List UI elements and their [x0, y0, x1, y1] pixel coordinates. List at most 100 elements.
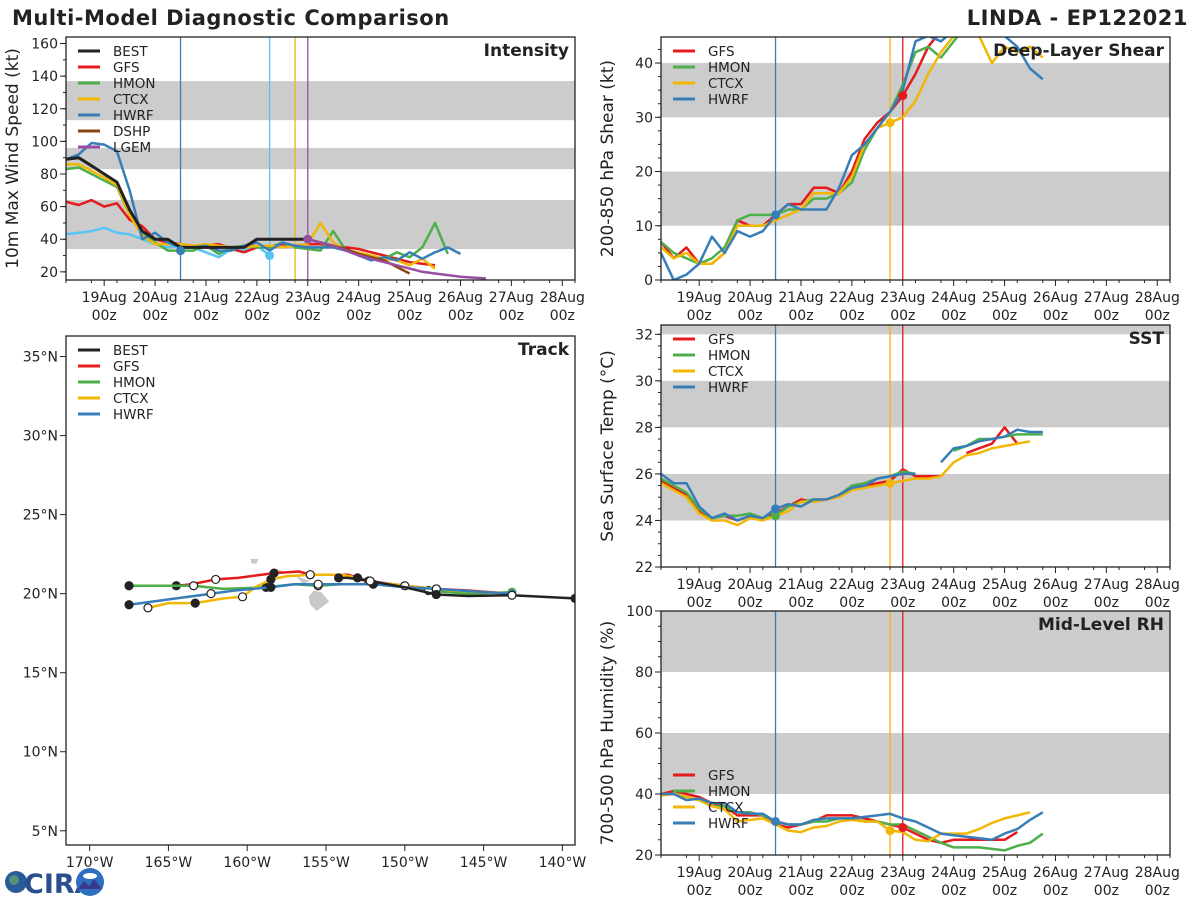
legend-item-gfs: GFS: [673, 44, 735, 60]
threshold-band: [661, 473, 1170, 521]
x-tick-day: 24Aug: [336, 290, 381, 306]
legend-item-hmon: HMON: [673, 784, 751, 800]
panel-title: Intensity: [484, 41, 569, 61]
init-marker: [885, 826, 895, 836]
x-tick-day: 22Aug: [829, 290, 874, 306]
x-tick-hour: 00z: [890, 883, 915, 899]
x-tick-day: 23Aug: [880, 290, 925, 306]
x-tick-hour: 00z: [788, 595, 813, 611]
x-tick-hour: 00z: [1043, 595, 1068, 611]
x-tick-day: 26Aug: [1033, 290, 1078, 306]
init-marker: [898, 823, 908, 833]
x-tick-hour: 00z: [737, 883, 762, 899]
legend-item-ctcx: CTCX: [673, 364, 744, 380]
track-point-marker: [266, 582, 276, 592]
init-marker: [265, 251, 275, 261]
y-tick-label: 30: [635, 374, 653, 390]
x-tick-day: 27Aug: [1084, 577, 1129, 593]
panel-title: Mid-Level RH: [1038, 615, 1164, 635]
legend-item-hwrf: HWRF: [78, 108, 154, 124]
x-tick-hour: 00z: [499, 308, 524, 324]
track-point-marker: [431, 589, 441, 600]
legend-item-ctcx: CTCX: [673, 800, 744, 816]
track-point-marker: [365, 576, 375, 586]
legend-item-lgem: LGEM: [78, 140, 151, 156]
x-tick-hour: 00z: [1145, 308, 1170, 324]
init-marker: [885, 478, 895, 488]
axes-frame: [65, 335, 576, 846]
y-tick-label: 120: [31, 102, 58, 118]
series-line-hmon: [661, 37, 959, 265]
x-tick-hour: 00z: [941, 308, 966, 324]
y-axis-label: Sea Surface Temp (°C): [598, 350, 618, 542]
legend-label: CTCX: [113, 391, 149, 407]
init-marker: [771, 210, 781, 220]
y-tick-label: 80: [40, 167, 58, 183]
legend-item-best: BEST: [78, 44, 148, 60]
x-tick-day: 22Aug: [829, 865, 874, 881]
track-point-marker: [266, 574, 276, 585]
x-tick-day: 24Aug: [931, 865, 976, 881]
x-tick-day: 19Aug: [677, 290, 722, 306]
track-point-marker: [237, 592, 248, 602]
x-tick-hour: 00z: [687, 308, 712, 324]
y-axis-label: 200-850 hPa Shear (kt): [598, 60, 618, 257]
storm-id: LINDA - EP122021: [967, 6, 1188, 30]
x-tick-hour: 00z: [1145, 595, 1170, 611]
plot-area: [661, 37, 1170, 280]
lon-tick-label: 140°W: [539, 855, 587, 871]
x-tick-day: 28Aug: [1135, 577, 1180, 593]
threshold-band: [661, 611, 1170, 672]
threshold-band: [66, 81, 575, 121]
plot-area: [66, 37, 575, 280]
x-tick-day: 20Aug: [727, 577, 772, 593]
x-tick-day: 22Aug: [234, 290, 279, 306]
y-tick-label: 100: [31, 134, 58, 150]
x-tick-day: 25Aug: [387, 290, 432, 306]
track-point-marker: [190, 598, 200, 608]
track-point-marker: [206, 589, 216, 599]
y-tick-label: 40: [635, 787, 653, 803]
lon-tick-label: 160°W: [223, 855, 271, 871]
plot-area: [661, 325, 1170, 567]
legend-item-hwrf: HWRF: [673, 380, 749, 396]
x-tick-day: 24Aug: [931, 290, 976, 306]
init-marker: [771, 504, 781, 514]
x-tick-hour: 00z: [839, 308, 864, 324]
track-start-marker: [570, 593, 575, 603]
panel-shear: 0 10 20 30 40 19Aug 00z 20Aug 00z 21Aug 00z 22Aug 00…: [598, 36, 1180, 324]
x-tick-day: 20Aug: [727, 865, 772, 881]
x-tick-hour: 00z: [1145, 883, 1170, 899]
legend-item-hwrf: HWRF: [78, 407, 154, 423]
legend-item-hwrf: HWRF: [673, 816, 749, 832]
x-tick-hour: 00z: [142, 308, 167, 324]
legend-label: HMON: [708, 348, 751, 364]
x-tick-day: 23Aug: [880, 577, 925, 593]
init-marker: [303, 234, 313, 244]
x-tick-hour: 00z: [890, 308, 915, 324]
track-point-marker: [313, 579, 323, 589]
legend-label: HWRF: [113, 108, 154, 124]
series-line-hwrf: [940, 428, 1043, 464]
legend-label: HMON: [113, 375, 156, 391]
legend-item-hmon: HMON: [673, 60, 751, 76]
track-point-marker: [143, 603, 153, 613]
x-tick-hour: 00z: [1043, 883, 1068, 899]
track-point-marker: [507, 590, 517, 600]
y-tick-label: 20: [635, 165, 653, 181]
lon-tick-label: 145°W: [460, 855, 508, 871]
x-tick-hour: 00z: [941, 883, 966, 899]
axes-frame: [660, 324, 1171, 568]
legend-label: HWRF: [708, 92, 749, 108]
x-tick-day: 28Aug: [540, 290, 585, 306]
x-tick-hour: 00z: [737, 595, 762, 611]
y-tick-label: 0: [644, 273, 653, 289]
track-point-marker: [211, 574, 221, 585]
init-marker: [176, 246, 186, 256]
legend-item-gfs: GFS: [78, 60, 140, 76]
y-tick-label: 20: [40, 265, 58, 281]
legend-label: BEST: [113, 44, 148, 60]
legend-label: HWRF: [708, 380, 749, 396]
init-marker: [771, 816, 781, 826]
init-marker: [885, 118, 895, 128]
